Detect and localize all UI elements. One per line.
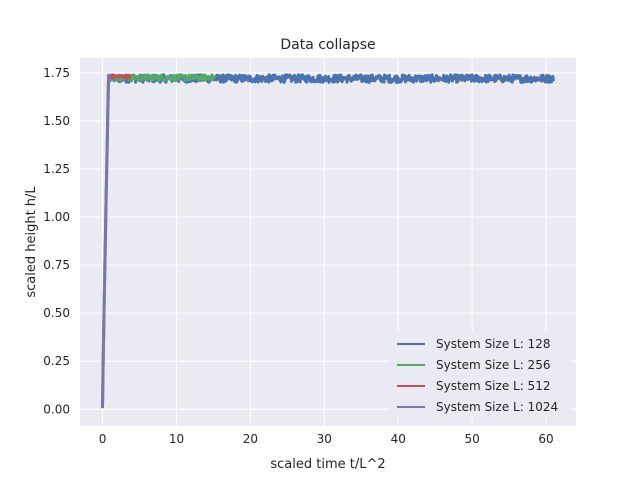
x-tick-label: 40 [391, 432, 406, 446]
legend-label: System Size L: 512 [436, 379, 550, 393]
x-tick-label: 60 [538, 432, 553, 446]
x-axis-label: scaled time t/L^2 [270, 457, 385, 472]
x-tick-label: 30 [317, 432, 332, 446]
series-layer [101, 73, 555, 409]
y-tick-label: 0.00 [43, 402, 70, 416]
legend-label: System Size L: 1024 [436, 400, 558, 414]
legend-label: System Size L: 256 [436, 358, 550, 372]
y-tick-label: 0.25 [43, 354, 70, 368]
series-line [101, 73, 112, 407]
tick-labels: 0 10 20 30 40 50 60 0.00 0.25 0.50 0.75 1.00 1.25 1.5… [43, 66, 553, 446]
x-tick-label: 10 [169, 432, 184, 446]
y-tick-label: 0.75 [43, 258, 70, 272]
x-tick-label: 20 [243, 432, 258, 446]
y-tick-label: 1.00 [43, 210, 70, 224]
y-tick-label: 1.25 [43, 162, 70, 176]
legend-label: System Size L: 128 [436, 337, 550, 351]
legend: System Size L: 128 System Size L: 256 Syst… [390, 332, 570, 418]
y-tick-label: 1.75 [43, 66, 70, 80]
legend-box [390, 332, 570, 418]
y-tick-label: 1.50 [43, 114, 70, 128]
x-tick-label: 50 [465, 432, 480, 446]
chart-title: Data collapse [280, 37, 375, 53]
x-tick-label: 0 [99, 432, 107, 446]
y-tick-label: 0.50 [43, 306, 70, 320]
y-axis-label: scaled height h/L [24, 186, 39, 298]
